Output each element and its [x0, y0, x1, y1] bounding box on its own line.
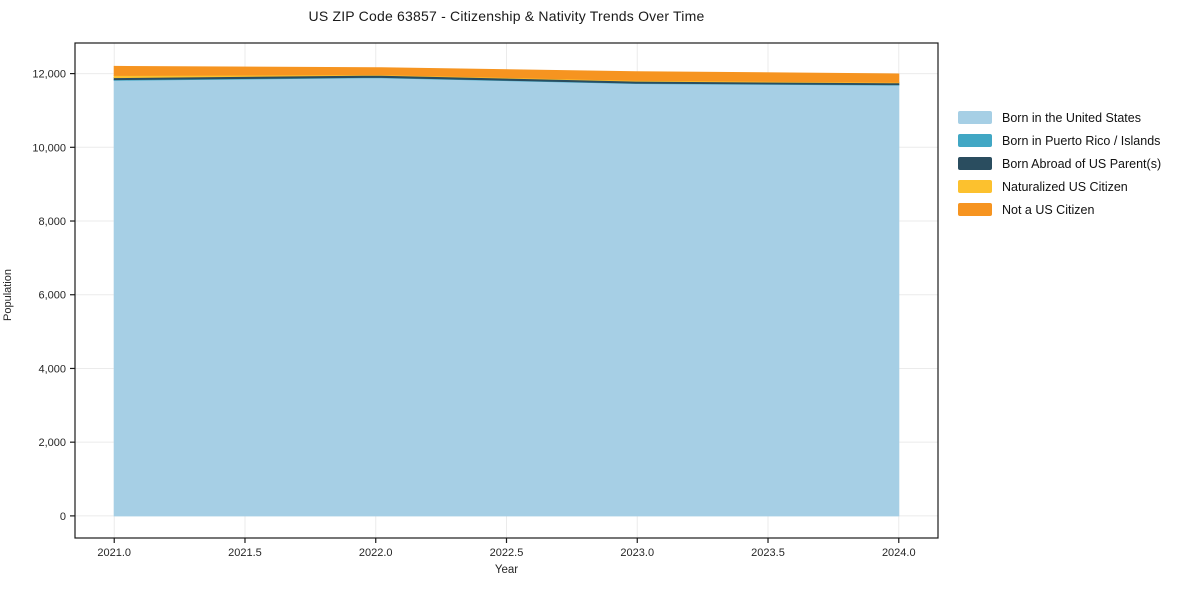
x-tick-label: 2022.5 — [490, 547, 524, 559]
legend-swatch-born-abroad-icon — [958, 157, 992, 170]
legend-item-naturalized: Naturalized US Citizen — [958, 175, 1161, 198]
x-tick-label: 2021.0 — [97, 547, 131, 559]
legend-label-born-abroad: Born Abroad of US Parent(s) — [1002, 156, 1162, 171]
y-tick-label: 2,000 — [38, 437, 66, 449]
x-tick-label: 2023.5 — [751, 547, 785, 559]
legend-item-not-citizen: Not a US Citizen — [958, 198, 1161, 221]
legend-swatch-not-citizen-icon — [958, 203, 992, 216]
x-tick-label: 2022.0 — [359, 547, 393, 559]
legend-swatch-puerto-rico-icon — [958, 134, 992, 147]
legend-swatch-born-us-icon — [958, 111, 992, 124]
legend-item-born-abroad: Born Abroad of US Parent(s) — [958, 152, 1161, 175]
area-series-0 — [113, 77, 900, 517]
y-tick-label: 0 — [60, 511, 66, 523]
y-tick-label: 8,000 — [38, 216, 66, 228]
y-tick-label: 10,000 — [32, 142, 66, 154]
legend-label-naturalized: Naturalized US Citizen — [1002, 179, 1128, 194]
x-tick-label: 2024.0 — [882, 547, 916, 559]
legend-item-puerto-rico: Born in Puerto Rico / Islands — [958, 129, 1161, 152]
legend-item-born-us: Born in the United States — [958, 106, 1161, 129]
x-axis-label: Year — [494, 564, 519, 576]
y-tick-label: 12,000 — [32, 69, 66, 81]
legend-label-not-citizen: Not a US Citizen — [1002, 202, 1095, 217]
x-tick-label: 2021.5 — [228, 547, 262, 559]
legend-swatch-naturalized-icon — [958, 180, 992, 193]
y-tick-label: 6,000 — [38, 290, 66, 302]
legend: Born in the United States Born in Puerto… — [958, 106, 1161, 221]
area-series-4 — [113, 65, 900, 83]
chart-title: US ZIP Code 63857 - Citizenship & Nativi… — [308, 8, 705, 24]
y-tick-label: 4,000 — [38, 363, 66, 375]
legend-label-born-us: Born in the United States — [1002, 110, 1141, 125]
x-tick-label: 2023.0 — [620, 547, 654, 559]
legend-label-puerto-rico: Born in Puerto Rico / Islands — [1002, 133, 1161, 148]
